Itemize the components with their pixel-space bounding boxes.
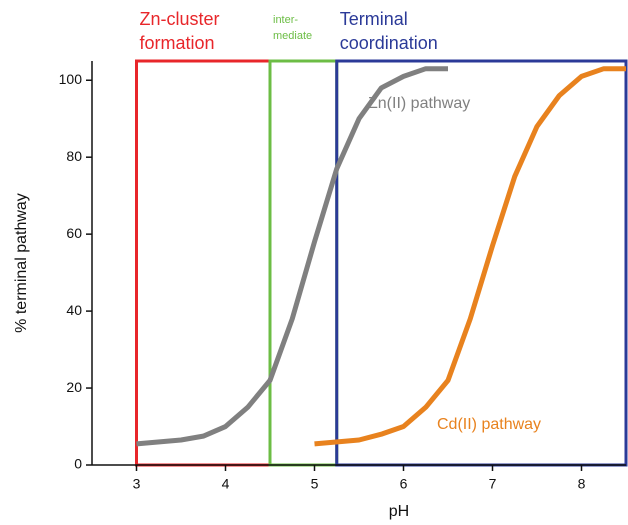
y-tick-label: 0: [74, 456, 82, 472]
x-tick-label: 6: [400, 476, 408, 492]
region-label: mediate: [273, 30, 312, 42]
y-axis-label: % terminal pathway: [13, 193, 30, 333]
region-label: inter-: [273, 14, 298, 26]
region-label: Terminal: [340, 9, 408, 29]
x-tick-label: 3: [133, 476, 141, 492]
x-tick-label: 7: [489, 476, 497, 492]
region-label: Zn-cluster: [140, 9, 220, 29]
y-tick-label: 60: [66, 225, 82, 241]
x-tick-label: 4: [222, 476, 230, 492]
region-box: [335, 59, 628, 467]
series-line: [314, 66, 626, 447]
region-label: coordination: [340, 33, 438, 53]
series-label: Zn(II) pathway: [368, 95, 470, 112]
region-box: [268, 59, 339, 467]
x-tick-label: 8: [578, 476, 586, 492]
x-tick-label: 5: [311, 476, 319, 492]
y-tick-label: 100: [59, 71, 83, 87]
y-tick-label: 20: [66, 379, 82, 395]
region-label: formation: [140, 33, 215, 53]
y-tick-label: 80: [66, 148, 82, 164]
y-tick-label: 40: [66, 302, 82, 318]
x-axis-label: pH: [389, 503, 409, 520]
series-label: Cd(II) pathway: [437, 416, 541, 433]
series-line: [136, 66, 448, 447]
